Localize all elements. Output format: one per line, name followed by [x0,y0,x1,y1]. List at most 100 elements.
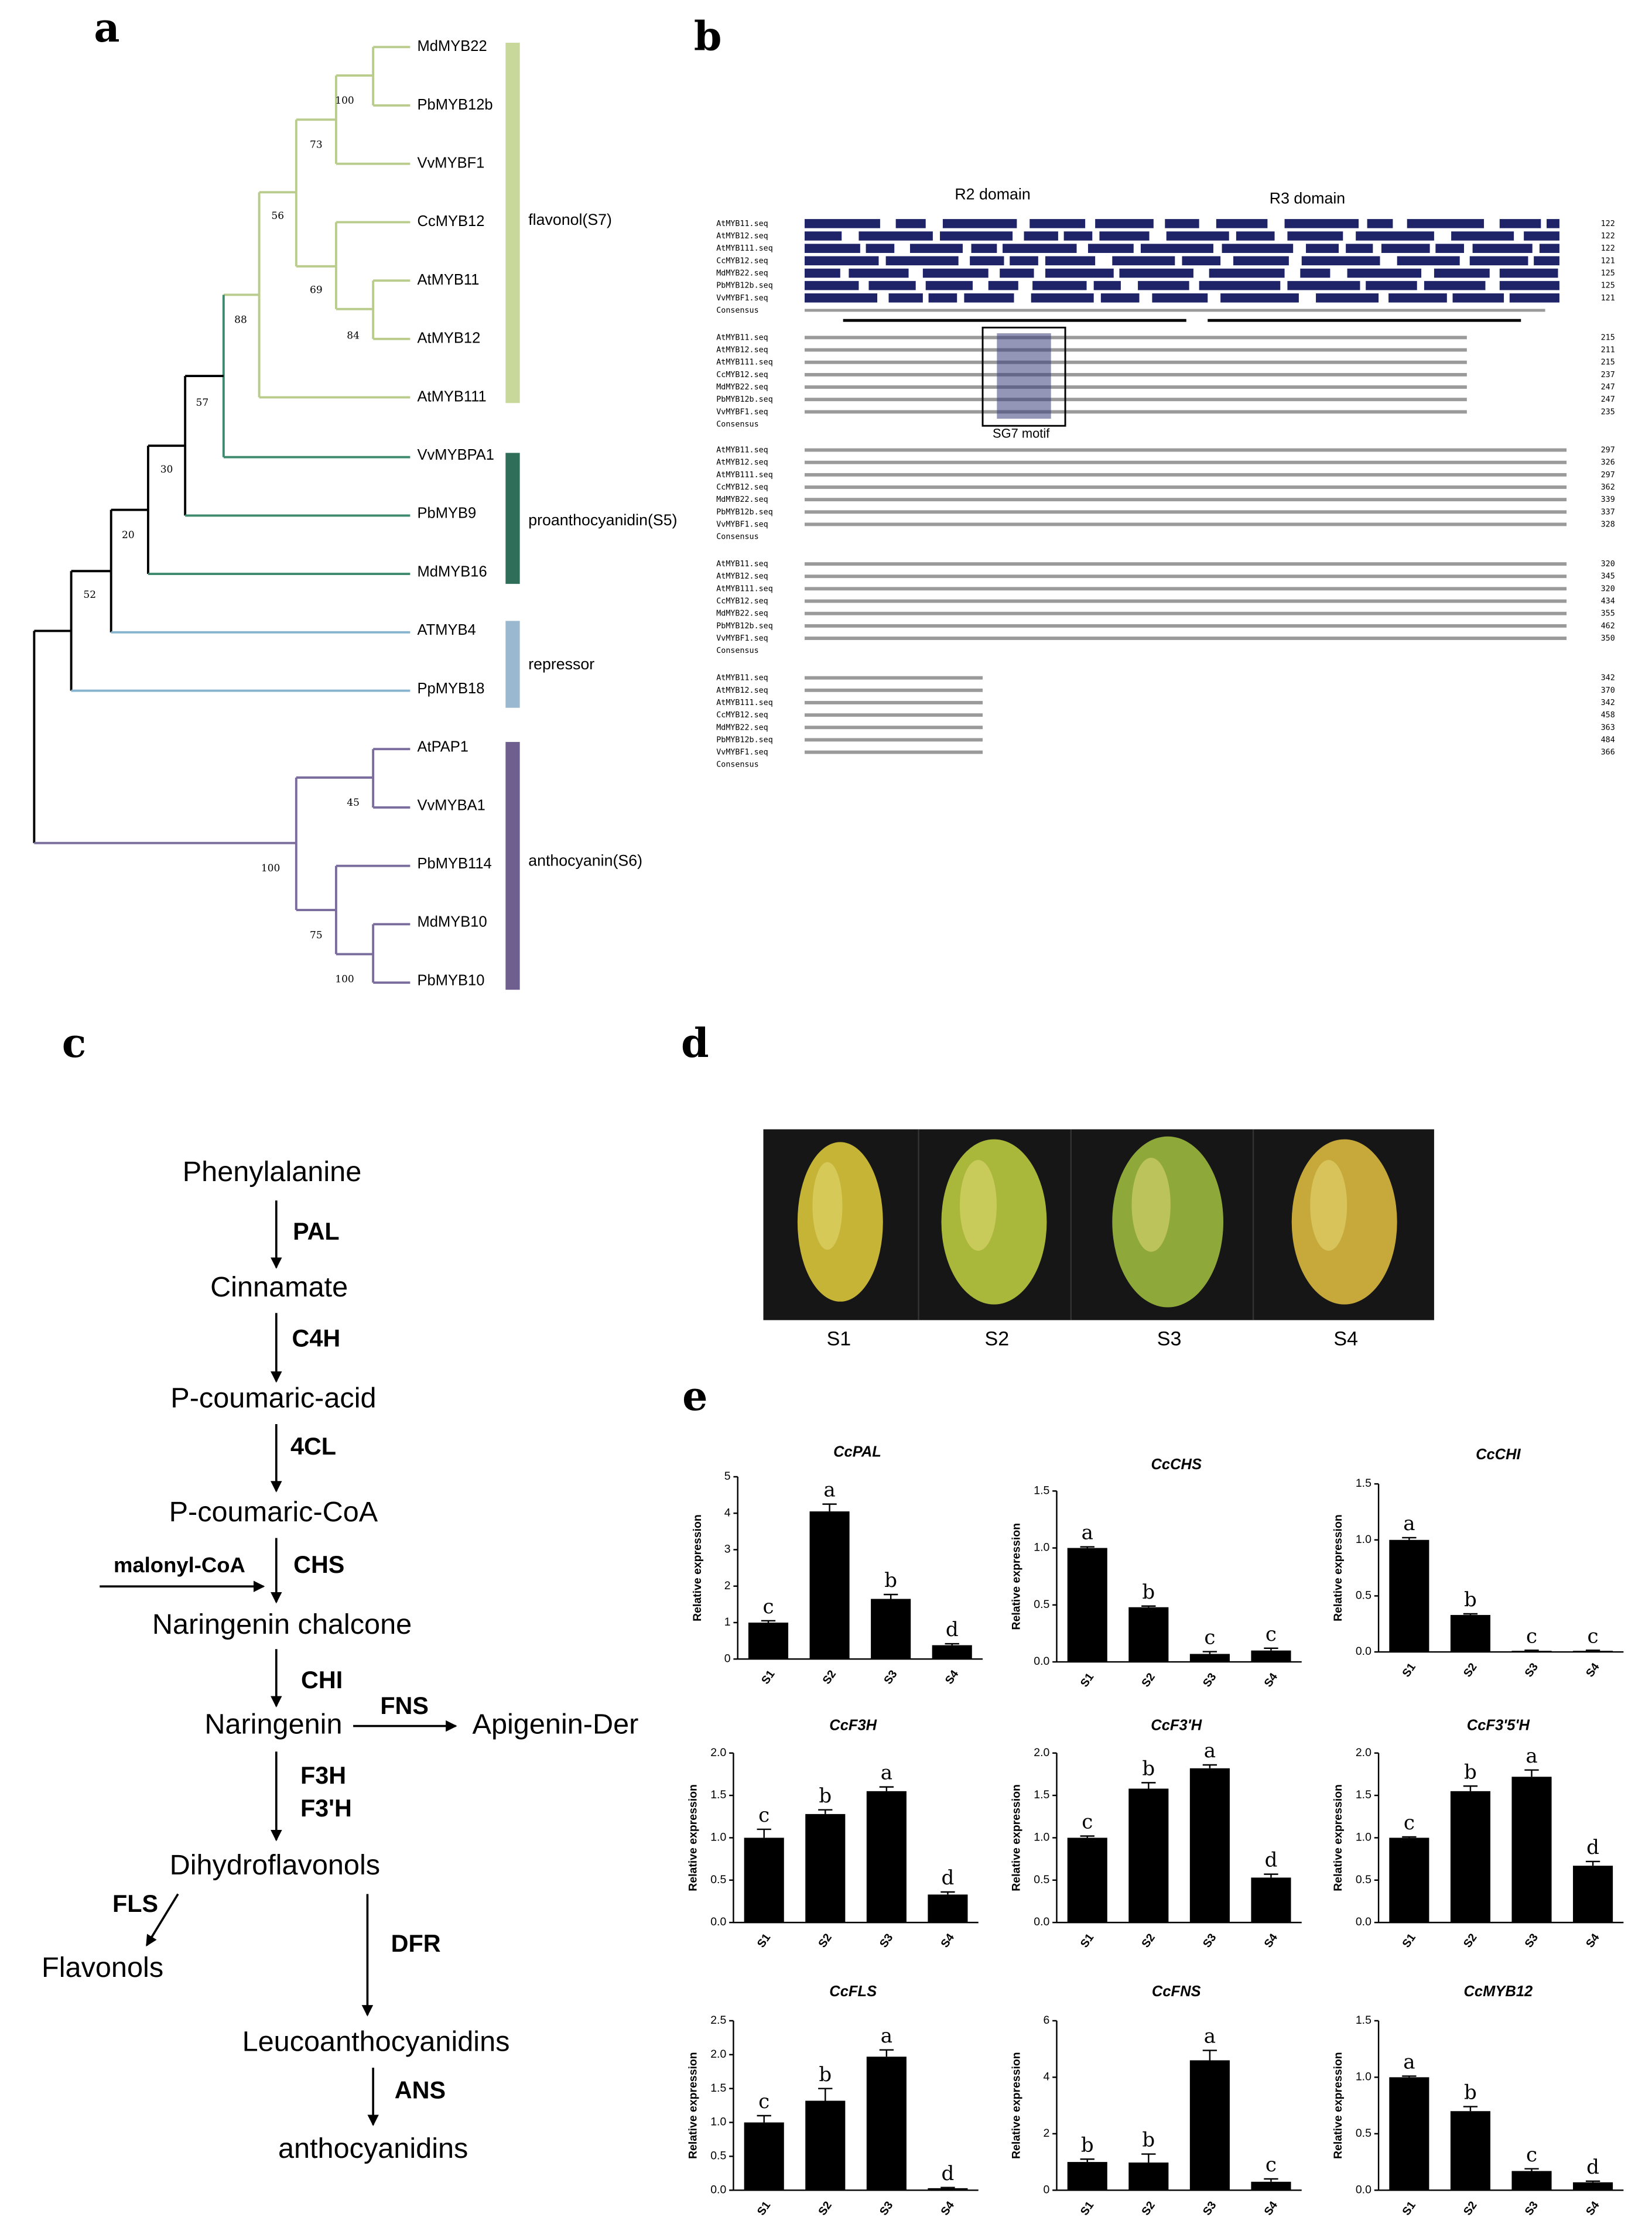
leaf-label: AtPAP1 [418,739,468,755]
end-position: 215 [1601,358,1615,367]
identity-block [805,244,860,253]
end-position: 215 [1601,333,1615,342]
fruit-highlight [1131,1158,1171,1252]
bar [1189,1654,1230,1662]
sequence-name: AtMYB11.seq [716,560,768,569]
x-tick-label: S1 [1400,1931,1418,1950]
enzyme: F3'H [300,1795,352,1822]
x-tick-label: S4 [938,1931,957,1950]
y-tick-label: 0.0 [1034,1655,1049,1668]
identity-block [1045,256,1096,266]
sequence-residues [805,448,1567,452]
identity-block [1534,256,1559,266]
x-tick-label: S1 [1078,1671,1097,1689]
consensus-residues [805,309,1545,312]
y-tick-label: 1.5 [710,2082,726,2095]
x-tick-label: S1 [755,2199,774,2218]
identity-block [805,268,840,278]
end-position: 342 [1601,699,1615,707]
identity-block [1499,219,1541,228]
identity-block [888,293,923,303]
motif-box [981,326,1066,427]
end-position: 350 [1601,634,1615,643]
domain-label: R3 domain [1270,190,1345,207]
end-position: 355 [1601,610,1615,618]
identity-block [964,293,1014,303]
sequence-residues [805,713,983,717]
sequence-residues [805,410,1467,414]
end-position: 121 [1601,256,1615,265]
identity-block [805,219,880,228]
identity-block [922,268,989,278]
y-axis-label: Relative expression [1010,1523,1023,1630]
bar [1389,2077,1429,2191]
sequence-residues [805,498,1567,502]
sequence-name: MdMYB22.seq [716,269,768,278]
significance-letter: d [1586,2155,1599,2179]
identity-block [1236,231,1275,241]
bootstrap: 30 [160,464,173,475]
bar [866,1791,907,1923]
y-tick-label: 1.0 [1356,1831,1371,1844]
identity-block [1509,293,1559,303]
leaf-label: PpMYB18 [418,680,485,697]
significance-letter: a [1204,2025,1216,2048]
bar [928,2188,968,2191]
bar [1067,1548,1107,1662]
sequence-name: AtMYB111.seq [716,584,773,593]
enzyme: PAL [293,1218,340,1245]
sequence-residues [805,398,1467,402]
clade-bar [505,742,520,990]
end-position: 345 [1601,572,1615,581]
identity-block [940,231,1013,241]
leaf-label: PbMYB114 [418,856,492,872]
y-tick-label: 1.0 [1356,2071,1371,2083]
end-position: 362 [1601,483,1615,492]
clade-label: anthocyanin(S6) [528,851,642,869]
bar [871,1599,911,1660]
y-tick-label: 2.0 [710,2048,726,2061]
significance-letter: b [1464,1760,1477,1784]
identity-block [1209,268,1285,278]
y-tick-label: 0.0 [1034,1915,1049,1928]
compound: Dihydroflavonols [170,1849,380,1881]
enzyme: ANS [395,2076,446,2103]
sequence-name: PbMYB12b.seq [716,395,773,404]
chart-title: CcMYB12 [1464,1983,1533,2000]
y-axis-label: Relative expression [686,1784,699,1891]
y-tick-label: 1.5 [1034,1484,1049,1497]
significance-letter: a [881,1761,892,1785]
identity-block [1499,268,1558,278]
leaf-label: PbMYB10 [418,972,485,988]
bar [1389,1838,1429,1923]
sequence-name: AtMYB11.seq [716,446,768,455]
enzyme: F3H [300,1762,346,1789]
y-tick-label: 2 [1043,2127,1049,2140]
identity-block [805,293,878,303]
identity-block [1000,268,1034,278]
sequence-residues [805,473,1567,477]
chart-title: CcCHS [1151,1456,1202,1473]
bootstrap: 84 [347,330,360,341]
motif-label: SG7 motif [993,426,1050,441]
identity-block [1031,293,1094,303]
bar [1067,1838,1107,1923]
leaf-label: MdMYB10 [418,914,487,930]
bootstrap: 88 [234,314,247,326]
x-tick-label: S2 [1139,1671,1158,1689]
bar [1251,2181,1291,2191]
stage-label: S3 [1157,1327,1182,1350]
clade-bar [505,43,520,403]
identity-block [1119,268,1193,278]
x-tick-label: S4 [1261,2199,1280,2218]
y-axis-label: Relative expression [1010,1784,1023,1891]
identity-block [1306,244,1339,253]
significance-letter: d [1586,1836,1599,1859]
significance-letter: c [1265,2153,1277,2177]
enzyme: CHI [301,1667,343,1693]
leaf-label: MdMYB22 [418,38,487,54]
sequence-residues [805,611,1567,615]
end-position: 484 [1601,735,1615,744]
significance-letter: b [1142,1757,1155,1780]
